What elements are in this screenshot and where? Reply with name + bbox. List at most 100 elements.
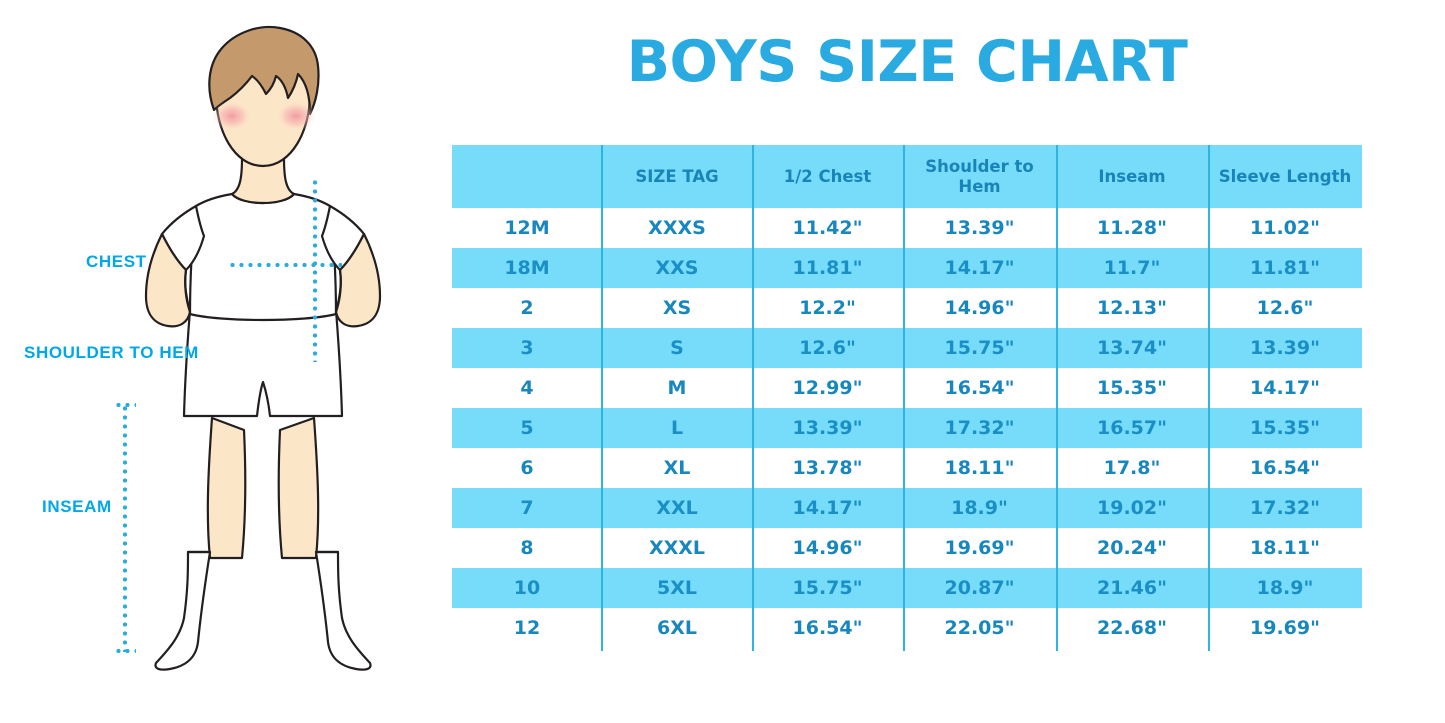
cell-inseam: 13.74" [1056, 328, 1208, 368]
cell-age: 10 [452, 568, 602, 608]
cell-half-chest: 13.39" [752, 408, 903, 448]
inseam-measure-cap-bottom [114, 649, 136, 653]
cell-inseam: 17.8" [1056, 448, 1208, 488]
cell-size-tag: XXXL [602, 528, 752, 568]
column-divider-5 [1208, 145, 1210, 651]
cell-sleeve-length: 13.39" [1208, 328, 1362, 368]
cell-size-tag: M [602, 368, 752, 408]
cell-sleeve-length: 19.69" [1208, 608, 1362, 648]
column-divider-3 [903, 145, 905, 651]
table-row: 12 6XL 16.54" 22.05" 22.68" 19.69" [452, 608, 1362, 648]
cell-half-chest: 11.42" [752, 208, 903, 248]
cell-age: 4 [452, 368, 602, 408]
cell-inseam: 12.13" [1056, 288, 1208, 328]
cell-size-tag: L [602, 408, 752, 448]
cell-sleeve-length: 17.32" [1208, 488, 1362, 528]
inseam-measure-cap-top [114, 403, 136, 407]
cell-shoulder-to-hem: 18.9" [903, 488, 1056, 528]
cell-shoulder-to-hem: 22.05" [903, 608, 1056, 648]
cell-age: 12M [452, 208, 602, 248]
cell-shoulder-to-hem: 15.75" [903, 328, 1056, 368]
table-row: 7 XXL 14.17" 18.9" 19.02" 17.32" [452, 488, 1362, 528]
boy-illustration [120, 18, 410, 683]
cell-age: 6 [452, 448, 602, 488]
cell-sleeve-length: 18.11" [1208, 528, 1362, 568]
cell-sleeve-length: 15.35" [1208, 408, 1362, 448]
cell-age: 8 [452, 528, 602, 568]
column-header-age [452, 145, 602, 208]
cell-inseam: 21.46" [1056, 568, 1208, 608]
cell-half-chest: 16.54" [752, 608, 903, 648]
table-row: 6 XL 13.78" 18.11" 17.8" 16.54" [452, 448, 1362, 488]
table-row: 10 5XL 15.75" 20.87" 21.46" 18.9" [452, 568, 1362, 608]
cell-half-chest: 11.81" [752, 248, 903, 288]
cell-age: 7 [452, 488, 602, 528]
cell-half-chest: 13.78" [752, 448, 903, 488]
cell-age: 2 [452, 288, 602, 328]
cell-half-chest: 14.17" [752, 488, 903, 528]
table-body: 12M XXXS 11.42" 13.39" 11.28" 11.02" 18M XXS 11.… [452, 208, 1362, 648]
cell-shoulder-to-hem: 19.69" [903, 528, 1056, 568]
cell-shoulder-to-hem: 14.17" [903, 248, 1056, 288]
page-title: BOYS SIZE CHART [626, 29, 1188, 95]
column-header-sleeve-length: Sleeve Length [1208, 145, 1362, 208]
table-row: 8 XXXL 14.96" 19.69" 20.24" 18.11" [452, 528, 1362, 568]
table-row: 4 M 12.99" 16.54" 15.35" 14.17" [452, 368, 1362, 408]
table-row: 2 XS 12.2" 14.96" 12.13" 12.6" [452, 288, 1362, 328]
cell-sleeve-length: 11.02" [1208, 208, 1362, 248]
column-header-inseam: Inseam [1056, 145, 1208, 208]
cell-size-tag: S [602, 328, 752, 368]
cell-size-tag: XL [602, 448, 752, 488]
cell-sleeve-length: 12.6" [1208, 288, 1362, 328]
label-shoulder-to-hem: SHOULDER TO HEM [24, 343, 199, 362]
cell-shoulder-to-hem: 20.87" [903, 568, 1056, 608]
cell-half-chest: 12.99" [752, 368, 903, 408]
label-chest: CHEST [86, 252, 147, 271]
cell-shoulder-to-hem: 13.39" [903, 208, 1056, 248]
cell-age: 3 [452, 328, 602, 368]
column-divider-1 [601, 145, 603, 651]
column-divider-4 [1056, 145, 1058, 651]
cell-sleeve-length: 16.54" [1208, 448, 1362, 488]
cell-age: 18M [452, 248, 602, 288]
cell-size-tag: XXS [602, 248, 752, 288]
cell-shoulder-to-hem: 14.96" [903, 288, 1056, 328]
column-header-size-tag: SIZE TAG [602, 145, 752, 208]
column-header-shoulder-to-hem: Shoulder to Hem [903, 145, 1056, 208]
cell-half-chest: 12.6" [752, 328, 903, 368]
cell-half-chest: 12.2" [752, 288, 903, 328]
cell-inseam: 20.24" [1056, 528, 1208, 568]
cell-shoulder-to-hem: 18.11" [903, 448, 1056, 488]
cell-inseam: 15.35" [1056, 368, 1208, 408]
cell-half-chest: 15.75" [752, 568, 903, 608]
cell-inseam: 22.68" [1056, 608, 1208, 648]
cell-shoulder-to-hem: 16.54" [903, 368, 1056, 408]
cell-inseam: 16.57" [1056, 408, 1208, 448]
column-header-half-chest: 1/2 Chest [752, 145, 903, 208]
chest-measure-line [228, 263, 342, 267]
cell-sleeve-length: 14.17" [1208, 368, 1362, 408]
cell-size-tag: 6XL [602, 608, 752, 648]
cell-half-chest: 14.96" [752, 528, 903, 568]
cell-sleeve-length: 11.81" [1208, 248, 1362, 288]
cell-size-tag: XS [602, 288, 752, 328]
cell-size-tag: 5XL [602, 568, 752, 608]
table-row: 18M XXS 11.81" 14.17" 11.7" 11.81" [452, 248, 1362, 288]
cell-inseam: 11.28" [1056, 208, 1208, 248]
table-row: 12M XXXS 11.42" 13.39" 11.28" 11.02" [452, 208, 1362, 248]
cell-inseam: 11.7" [1056, 248, 1208, 288]
cell-age: 12 [452, 608, 602, 648]
cell-sleeve-length: 18.9" [1208, 568, 1362, 608]
table-row: 5 L 13.39" 17.32" 16.57" 15.35" [452, 408, 1362, 448]
column-divider-2 [752, 145, 754, 651]
inseam-measure-line [123, 404, 127, 652]
size-chart-table: SIZE TAG 1/2 Chest Shoulder to Hem Insea… [452, 145, 1362, 648]
cell-age: 5 [452, 408, 602, 448]
cell-inseam: 19.02" [1056, 488, 1208, 528]
cell-shoulder-to-hem: 17.32" [903, 408, 1056, 448]
shoulder-to-hem-measure-line [313, 178, 317, 362]
cell-size-tag: XXXS [602, 208, 752, 248]
cell-size-tag: XXL [602, 488, 752, 528]
table-row: 3 S 12.6" 15.75" 13.74" 13.39" [452, 328, 1362, 368]
